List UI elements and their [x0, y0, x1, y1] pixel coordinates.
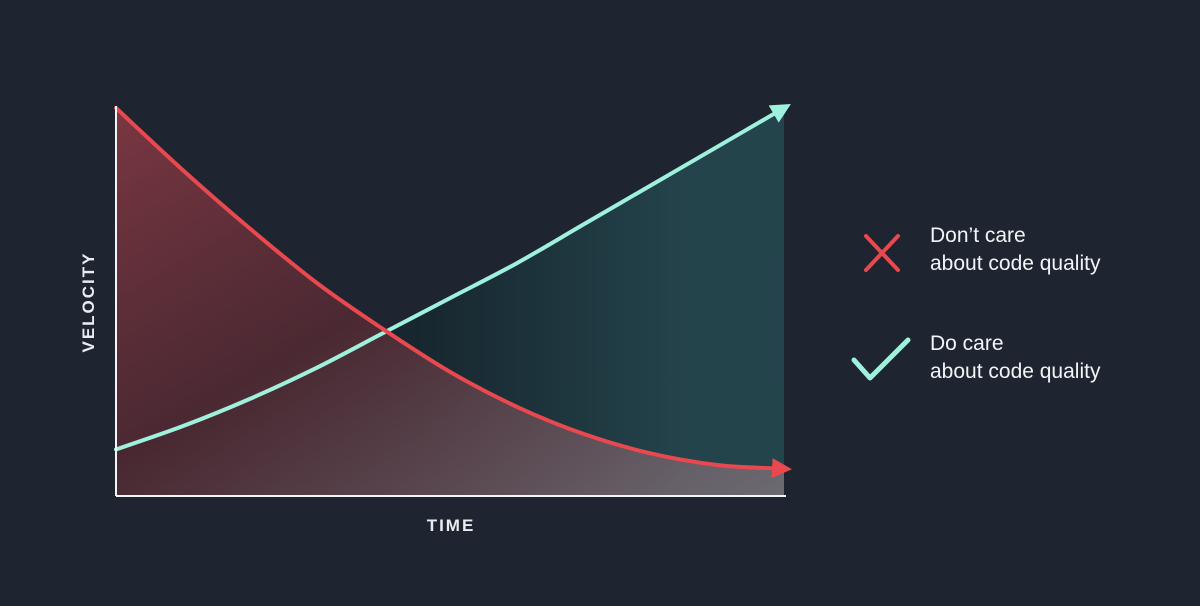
legend-label-dont-care: Don’t care about code quality: [930, 222, 1100, 278]
line-do-care: [114, 103, 791, 452]
area-dont-care: [116, 108, 784, 496]
legend: Don’t care about code quality Do care ab…: [850, 222, 1180, 438]
legend-label-line: about code quality: [930, 252, 1101, 275]
legend-item-do-care: Do care about code quality: [850, 330, 1180, 392]
x-axis-label: TIME: [427, 516, 476, 535]
legend-label-do-care: Do care about code quality: [930, 330, 1100, 386]
legend-label-line: Do care: [930, 332, 1004, 355]
check-icon: [851, 337, 911, 381]
legend-label-line: Don’t care: [930, 224, 1026, 247]
legend-label-line: about code quality: [930, 360, 1101, 383]
x-icon: [864, 234, 900, 272]
legend-item-dont-care: Don’t care about code quality: [850, 222, 1180, 284]
y-axis-label: VELOCITY: [79, 251, 98, 352]
line-dont-care: [114, 106, 792, 479]
